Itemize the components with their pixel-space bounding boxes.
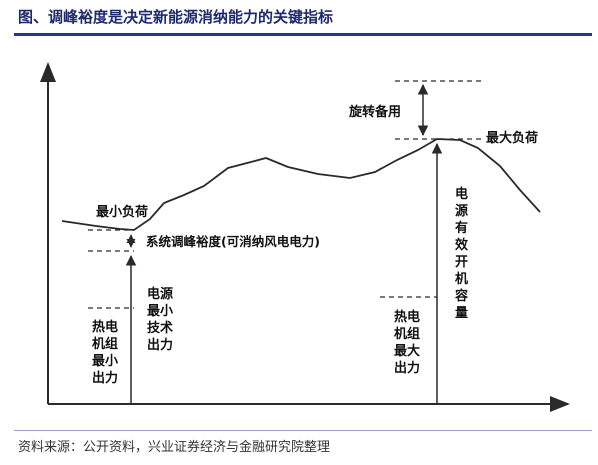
thermal-max-output-line: 机组 [394, 326, 420, 342]
load-curve [61, 138, 541, 231]
thermal-min-output-line: 出力 [92, 370, 118, 386]
figure-title: 图、调峰裕度是决定新能源消纳能力的关键指标 [18, 8, 334, 26]
regulation-margin-label: 系统调峰裕度(可消纳风电电力) [146, 234, 320, 249]
source-capacity-label: 电 源 有 效 开 机 容 量 [454, 186, 469, 321]
source-capacity-char: 有 [455, 220, 468, 236]
source-capacity-char: 开 [455, 255, 468, 270]
title-divider [14, 33, 592, 36]
thermal-min-output-line: 热电 [92, 319, 118, 335]
source-capacity-char: 机 [455, 271, 468, 287]
source-capacity-char: 容 [454, 288, 468, 304]
source-capacity-char: 电 [455, 186, 468, 202]
source-capacity-char: 效 [455, 237, 469, 253]
source-note: 资料来源：公开资料，兴业证券经济与金融研究院整理 [18, 440, 331, 455]
thermal-min-output-label: 热电 机组 最小 出力 [92, 319, 118, 386]
thermal-max-output-line: 出力 [394, 360, 420, 376]
source-divider [14, 430, 592, 431]
thermal-min-output-line: 机组 [92, 336, 118, 352]
rotating-reserve-label: 旋转备用 [348, 104, 401, 120]
source-min-output-line: 技术 [147, 320, 173, 336]
source-min-output-line: 最小 [147, 304, 173, 319]
reference-lines [88, 80, 482, 309]
thermal-max-output-label: 热电 机组 最大 出力 [394, 309, 420, 376]
max-load-label: 最大负荷 [486, 130, 538, 146]
thermal-max-output-line: 热电 [394, 309, 420, 325]
source-capacity-char: 源 [455, 203, 468, 219]
source-min-output-label: 电源 最小 技术 出力 [147, 286, 173, 353]
thermal-max-output-line: 最大 [394, 343, 420, 359]
min-load-label: 最小负荷 [96, 204, 148, 220]
source-capacity-char: 量 [455, 306, 468, 321]
source-min-output-line: 电源 [147, 286, 173, 302]
source-min-output-line: 出力 [147, 337, 173, 353]
thermal-min-output-line: 最小 [92, 354, 118, 369]
